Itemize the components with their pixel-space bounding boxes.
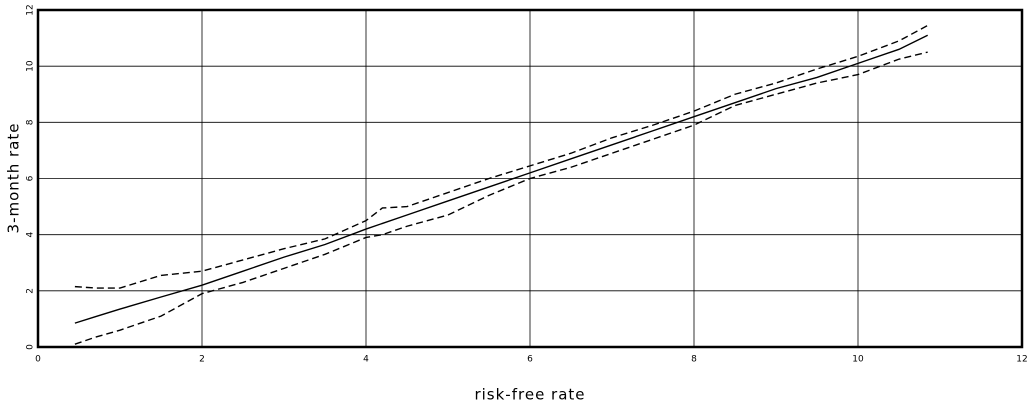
- y-tick-label: 0: [26, 344, 36, 350]
- x-tick-label: 4: [363, 355, 369, 365]
- series-line: [74, 34, 929, 324]
- y-tick-label: 10: [26, 60, 36, 72]
- x-tick-label: 0: [35, 355, 41, 365]
- y-tick-label: 2: [26, 288, 36, 294]
- y-tick-label: 12: [26, 4, 36, 15]
- series-line: [74, 24, 929, 289]
- y-tick-label: 4: [26, 232, 36, 238]
- x-tick-label: 6: [527, 355, 533, 365]
- y-tick-label: 6: [26, 175, 36, 181]
- series-line: [74, 51, 928, 345]
- y-tick-label: 8: [26, 119, 36, 125]
- x-tick-label: 12: [1016, 355, 1027, 365]
- y-axis-label: 3-month rate: [5, 123, 23, 234]
- x-tick-label: 10: [852, 355, 864, 365]
- x-axis-label: risk-free rate: [474, 386, 585, 404]
- x-tick-label: 8: [691, 355, 697, 365]
- x-tick-label: 2: [199, 355, 205, 365]
- plot-frame: [36, 8, 1024, 349]
